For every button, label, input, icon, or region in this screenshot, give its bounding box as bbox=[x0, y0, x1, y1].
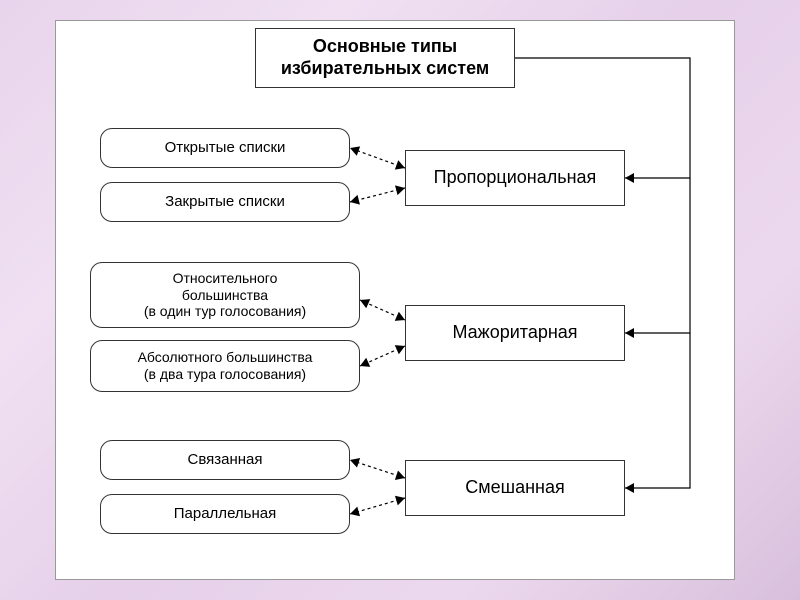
title-line1: Основные типы bbox=[281, 36, 489, 58]
node-abs: Абсолютного большинства(в два тура голос… bbox=[90, 340, 360, 392]
node-linked: Связанная bbox=[100, 440, 350, 480]
title-line2: избирательных систем bbox=[281, 58, 489, 80]
node-parallel: Параллельная bbox=[100, 494, 350, 534]
node-major: Мажоритарная bbox=[405, 305, 625, 361]
node-closed: Закрытые списки bbox=[100, 182, 350, 222]
node-open: Открытые списки bbox=[100, 128, 350, 168]
node-mixed: Смешанная bbox=[405, 460, 625, 516]
title-box: Основные типы избирательных систем bbox=[255, 28, 515, 88]
node-prop: Пропорциональная bbox=[405, 150, 625, 206]
node-rel: Относительногобольшинства(в один тур гол… bbox=[90, 262, 360, 328]
